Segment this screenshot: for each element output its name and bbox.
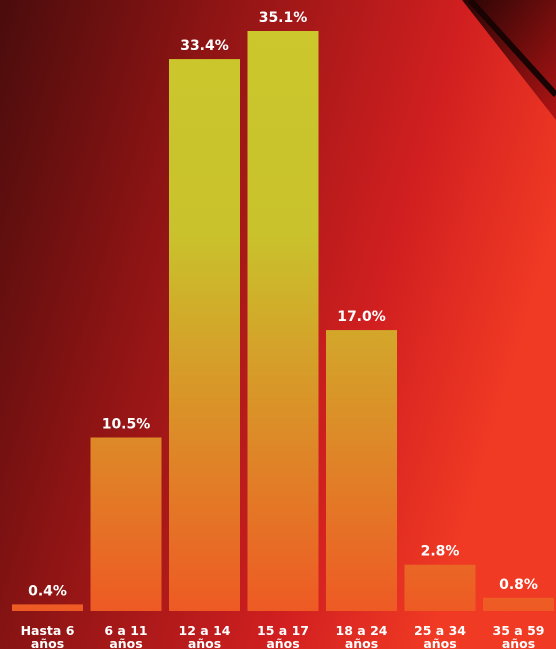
category-label-4: 18 a 24 años: [336, 623, 388, 649]
bar-0: [12, 604, 83, 611]
value-label-5: 2.8%: [421, 544, 460, 560]
value-label-1: 10.5%: [102, 416, 151, 432]
category-label-1: 6 a 11 años: [104, 623, 147, 649]
category-label-5: 25 a 34 años: [414, 623, 466, 649]
bar-5: [404, 564, 476, 611]
bar-1: [90, 437, 162, 611]
value-label-4: 17.0%: [337, 309, 386, 325]
corner-fold-decoration: [462, 0, 556, 120]
bar-6: [483, 597, 554, 611]
category-label-3: 15 a 17 años: [257, 623, 309, 649]
bar-4: [326, 330, 397, 611]
value-label-0: 0.4%: [28, 583, 67, 599]
bar-3: [247, 31, 319, 611]
category-label-0: Hasta 6 años: [21, 623, 75, 649]
bar-2: [169, 59, 240, 611]
value-label-3: 35.1%: [259, 10, 308, 26]
category-label-6: 35 a 59 años: [493, 623, 545, 649]
category-label-2: 12 a 14 años: [179, 623, 231, 649]
value-label-2: 33.4%: [180, 38, 229, 54]
value-label-6: 0.8%: [499, 577, 538, 593]
